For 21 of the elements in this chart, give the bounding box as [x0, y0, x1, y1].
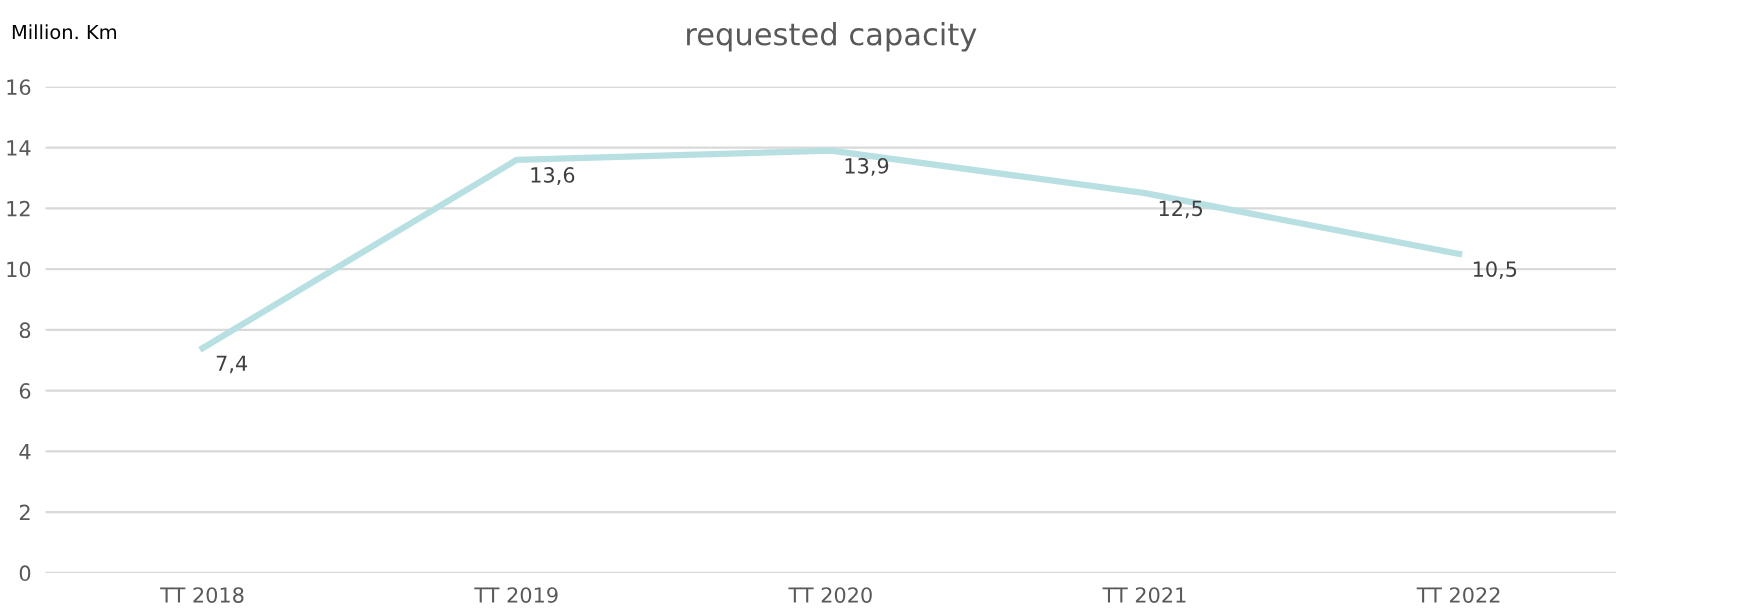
- x-tick-label: TT 2018: [160, 587, 244, 603]
- y-tick-label: 2: [19, 504, 30, 521]
- y-tick-label: 16: [7, 79, 31, 96]
- x-tick-label: TT 2022: [1416, 587, 1500, 603]
- chart-title: requested capacity: [687, 21, 977, 52]
- y-tick-label: 10: [7, 261, 31, 278]
- y-tick-label: 14: [7, 140, 31, 156]
- y-tick-label: 6: [19, 383, 31, 399]
- y-axis-title: Million. Km: [12, 24, 116, 40]
- x-tick-label: TT 2021: [1102, 587, 1186, 603]
- data-label: 10,5: [1473, 261, 1517, 280]
- data-label: 7,4: [216, 355, 248, 374]
- y-tick-label: 12: [7, 200, 30, 217]
- data-label: 13,6: [531, 167, 575, 185]
- x-tick-label: TT 2019: [474, 587, 558, 603]
- y-tick-label: 8: [19, 322, 31, 339]
- x-tick-label: TT 2020: [788, 587, 872, 603]
- y-tick-label: 4: [19, 444, 31, 460]
- data-label: 12,5: [1159, 200, 1203, 219]
- y-tick-label: 0: [19, 565, 31, 582]
- data-label: 13,9: [845, 157, 889, 176]
